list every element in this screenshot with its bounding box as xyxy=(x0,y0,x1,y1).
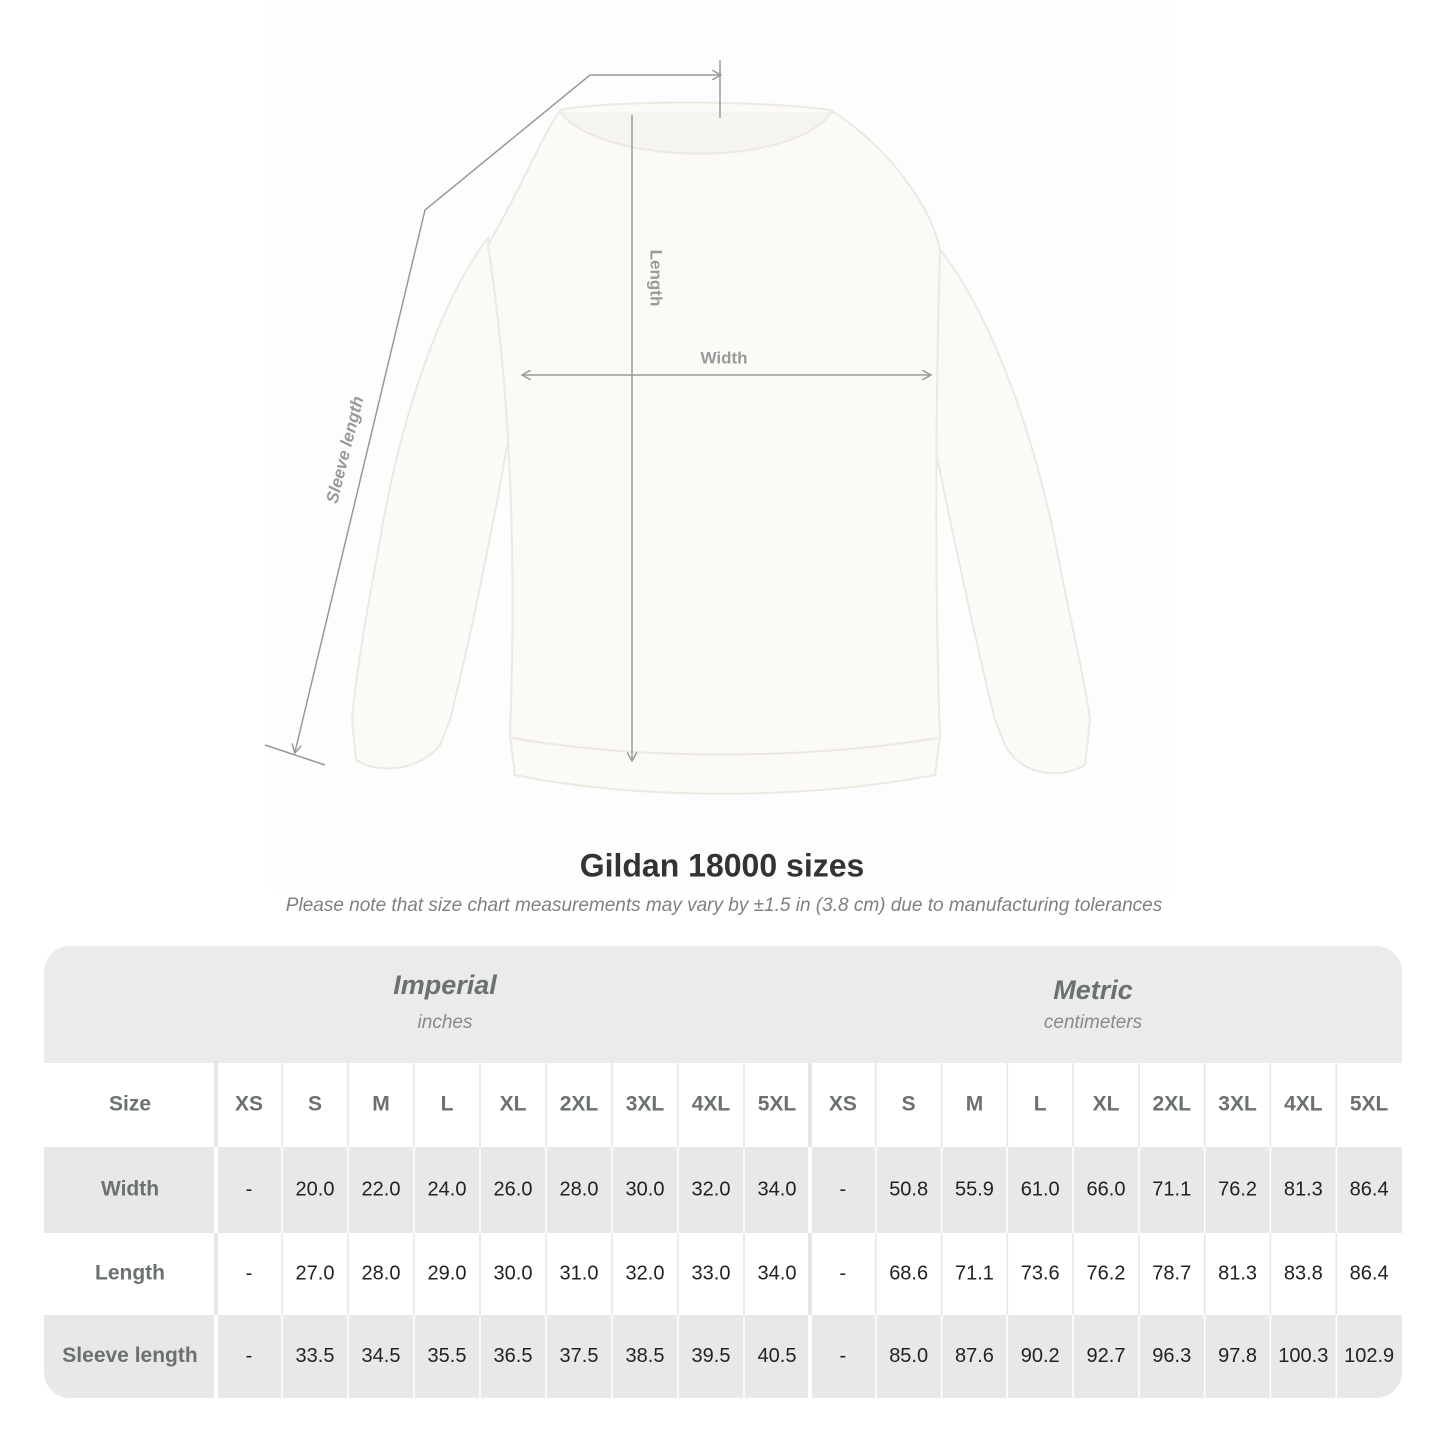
cell: - xyxy=(840,1262,847,1284)
title: Gildan 18000 sizes xyxy=(580,847,865,883)
cell: 83.8 xyxy=(1284,1262,1323,1284)
size-header: L xyxy=(441,1093,454,1116)
cell: 27.0 xyxy=(296,1262,335,1284)
cell: 66.0 xyxy=(1087,1178,1126,1200)
cell: 50.8 xyxy=(889,1178,928,1200)
cell: 20.0 xyxy=(296,1178,335,1200)
cell: 22.0 xyxy=(362,1178,401,1200)
cell: 34.5 xyxy=(362,1345,401,1367)
size-header: 4XL xyxy=(1284,1093,1323,1116)
note: Please note that size chart measurements… xyxy=(286,895,1163,916)
row-bg xyxy=(44,1147,1402,1233)
size-header: 3XL xyxy=(626,1093,665,1116)
sweatshirt xyxy=(350,101,1092,795)
cell: 81.3 xyxy=(1284,1178,1323,1200)
size-header: L xyxy=(1034,1093,1047,1116)
row-label: Sleeve length xyxy=(62,1344,197,1367)
cell: 40.5 xyxy=(758,1345,797,1367)
cell: 30.0 xyxy=(626,1178,665,1200)
cell: 31.0 xyxy=(560,1262,599,1284)
group-band xyxy=(44,946,1402,1063)
cell: 86.4 xyxy=(1350,1178,1389,1200)
cell: 32.0 xyxy=(692,1178,731,1200)
cell: 39.5 xyxy=(692,1345,731,1367)
cell: 38.5 xyxy=(626,1345,665,1367)
cell: 71.1 xyxy=(1152,1178,1191,1200)
size-header: M xyxy=(372,1093,390,1116)
cell: 33.5 xyxy=(296,1345,335,1367)
length-label: Length xyxy=(647,250,666,307)
size-header: 4XL xyxy=(692,1093,731,1116)
size-header: M xyxy=(966,1093,984,1116)
cell: 61.0 xyxy=(1021,1178,1060,1200)
cell: 55.9 xyxy=(955,1178,994,1200)
cell: 30.0 xyxy=(494,1262,533,1284)
cell: 36.5 xyxy=(494,1345,533,1367)
group-unit: centimeters xyxy=(1044,1012,1143,1033)
measure-lines xyxy=(264,60,930,766)
cell: 76.2 xyxy=(1218,1178,1257,1200)
size-header: XS xyxy=(235,1093,263,1116)
row-label: Width xyxy=(101,1178,159,1201)
cell: 37.5 xyxy=(560,1345,599,1367)
cell: 102.9 xyxy=(1344,1345,1394,1367)
group-unit: inches xyxy=(418,1012,473,1033)
size-header: 5XL xyxy=(1350,1093,1389,1116)
cell: - xyxy=(246,1345,253,1367)
size-header: XS xyxy=(829,1093,857,1116)
row-bg xyxy=(44,1063,1402,1147)
cell: 97.8 xyxy=(1218,1345,1257,1367)
cell: 78.7 xyxy=(1152,1262,1191,1284)
cell: 34.0 xyxy=(758,1178,797,1200)
size-header: 2XL xyxy=(1153,1093,1192,1116)
cell: - xyxy=(246,1178,253,1200)
cell: 73.6 xyxy=(1021,1262,1060,1284)
cell: 24.0 xyxy=(428,1178,467,1200)
cell: 34.0 xyxy=(758,1262,797,1284)
cell: 76.2 xyxy=(1087,1262,1126,1284)
size-header: 3XL xyxy=(1218,1093,1257,1116)
size-header: XL xyxy=(500,1093,527,1116)
cell: 28.0 xyxy=(560,1178,599,1200)
width-label: Width xyxy=(700,348,747,367)
size-table: Imperial inches Metric centimeters Size XS S M L… xyxy=(44,946,1402,1398)
size-header: 5XL xyxy=(758,1093,797,1116)
cell: 86.4 xyxy=(1350,1262,1389,1284)
size-header: S xyxy=(902,1093,916,1116)
cell: 35.5 xyxy=(428,1345,467,1367)
row-label: Size xyxy=(109,1093,151,1116)
cell: 29.0 xyxy=(428,1262,467,1284)
group-name: Imperial xyxy=(393,970,497,1000)
cell: 96.3 xyxy=(1152,1345,1191,1367)
cell: 92.7 xyxy=(1087,1345,1126,1367)
cell: 33.0 xyxy=(692,1262,731,1284)
cell: - xyxy=(840,1345,847,1367)
cell: - xyxy=(840,1178,847,1200)
cell: 26.0 xyxy=(494,1178,533,1200)
size-header: XL xyxy=(1093,1093,1120,1116)
cell: 71.1 xyxy=(955,1262,994,1284)
cell: 85.0 xyxy=(889,1345,928,1367)
group-name: Metric xyxy=(1053,975,1133,1005)
row-bg xyxy=(44,1315,1402,1398)
size-header: S xyxy=(308,1093,322,1116)
size-header: 2XL xyxy=(560,1093,599,1116)
cell: 81.3 xyxy=(1218,1262,1257,1284)
cell: - xyxy=(246,1262,253,1284)
row-bg xyxy=(44,1233,1402,1315)
cell: 87.6 xyxy=(955,1345,994,1367)
cell: 32.0 xyxy=(626,1262,665,1284)
row-label: Length xyxy=(95,1262,165,1285)
cell: 100.3 xyxy=(1278,1345,1328,1367)
cell: 28.0 xyxy=(362,1262,401,1284)
cell: 90.2 xyxy=(1021,1345,1060,1367)
cell: 68.6 xyxy=(889,1262,928,1284)
